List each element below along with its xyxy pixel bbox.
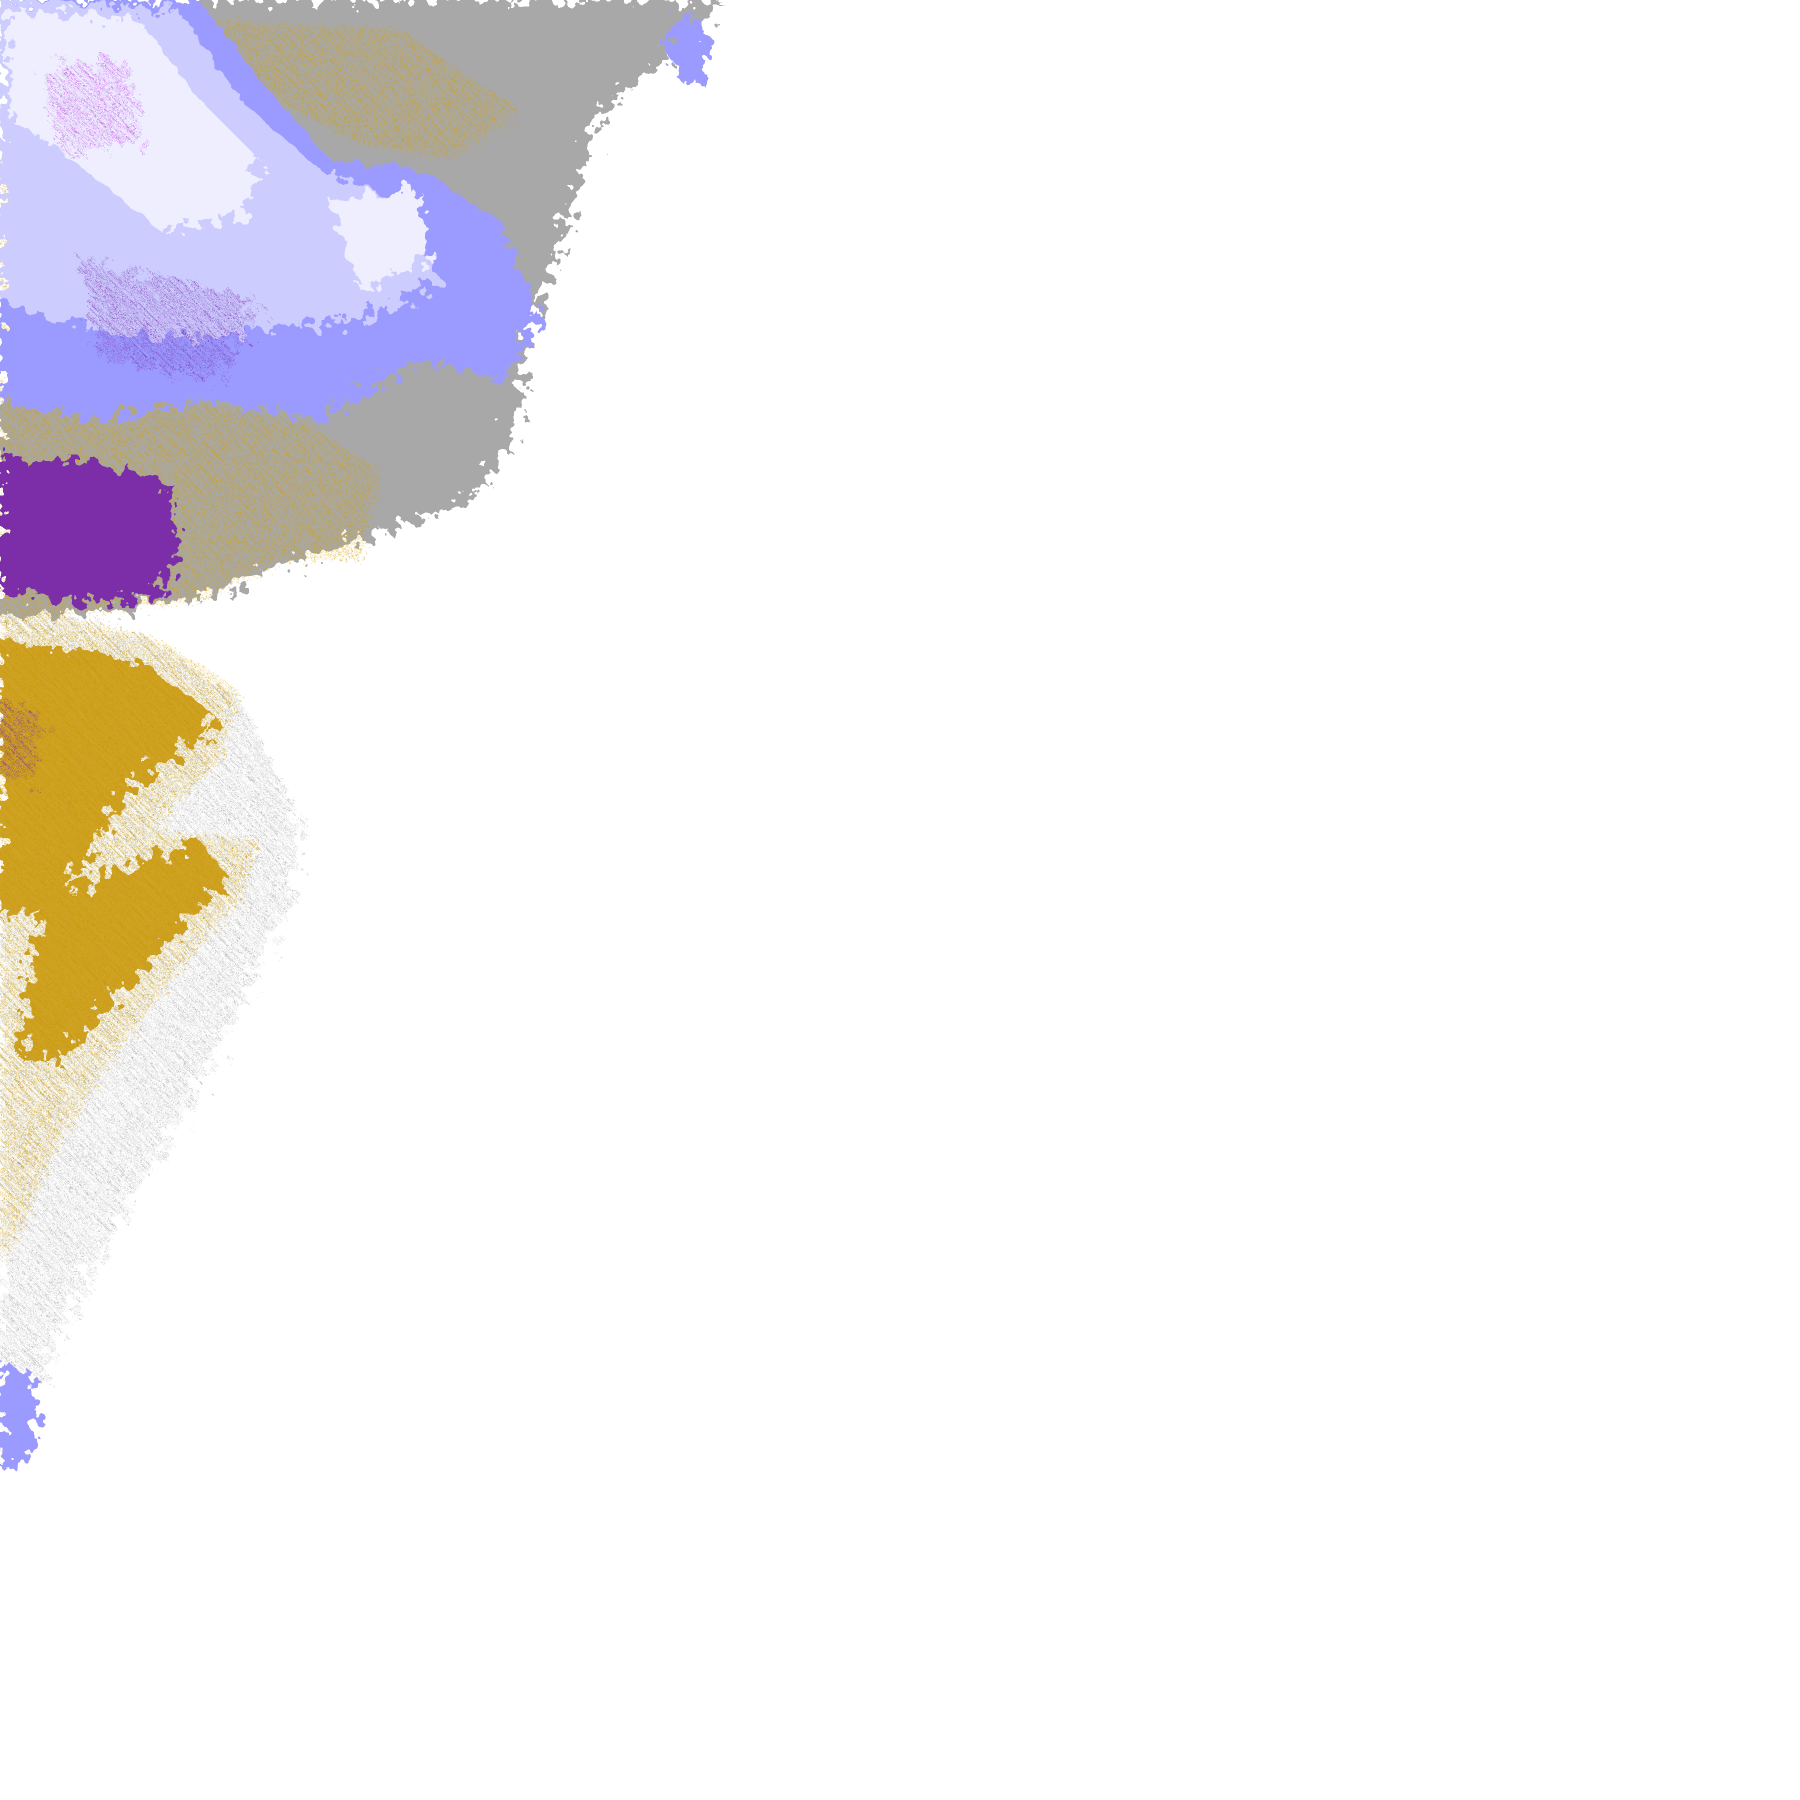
- gold-core-layer: [0, 640, 230, 1060]
- purple-core-layer: [0, 60, 260, 780]
